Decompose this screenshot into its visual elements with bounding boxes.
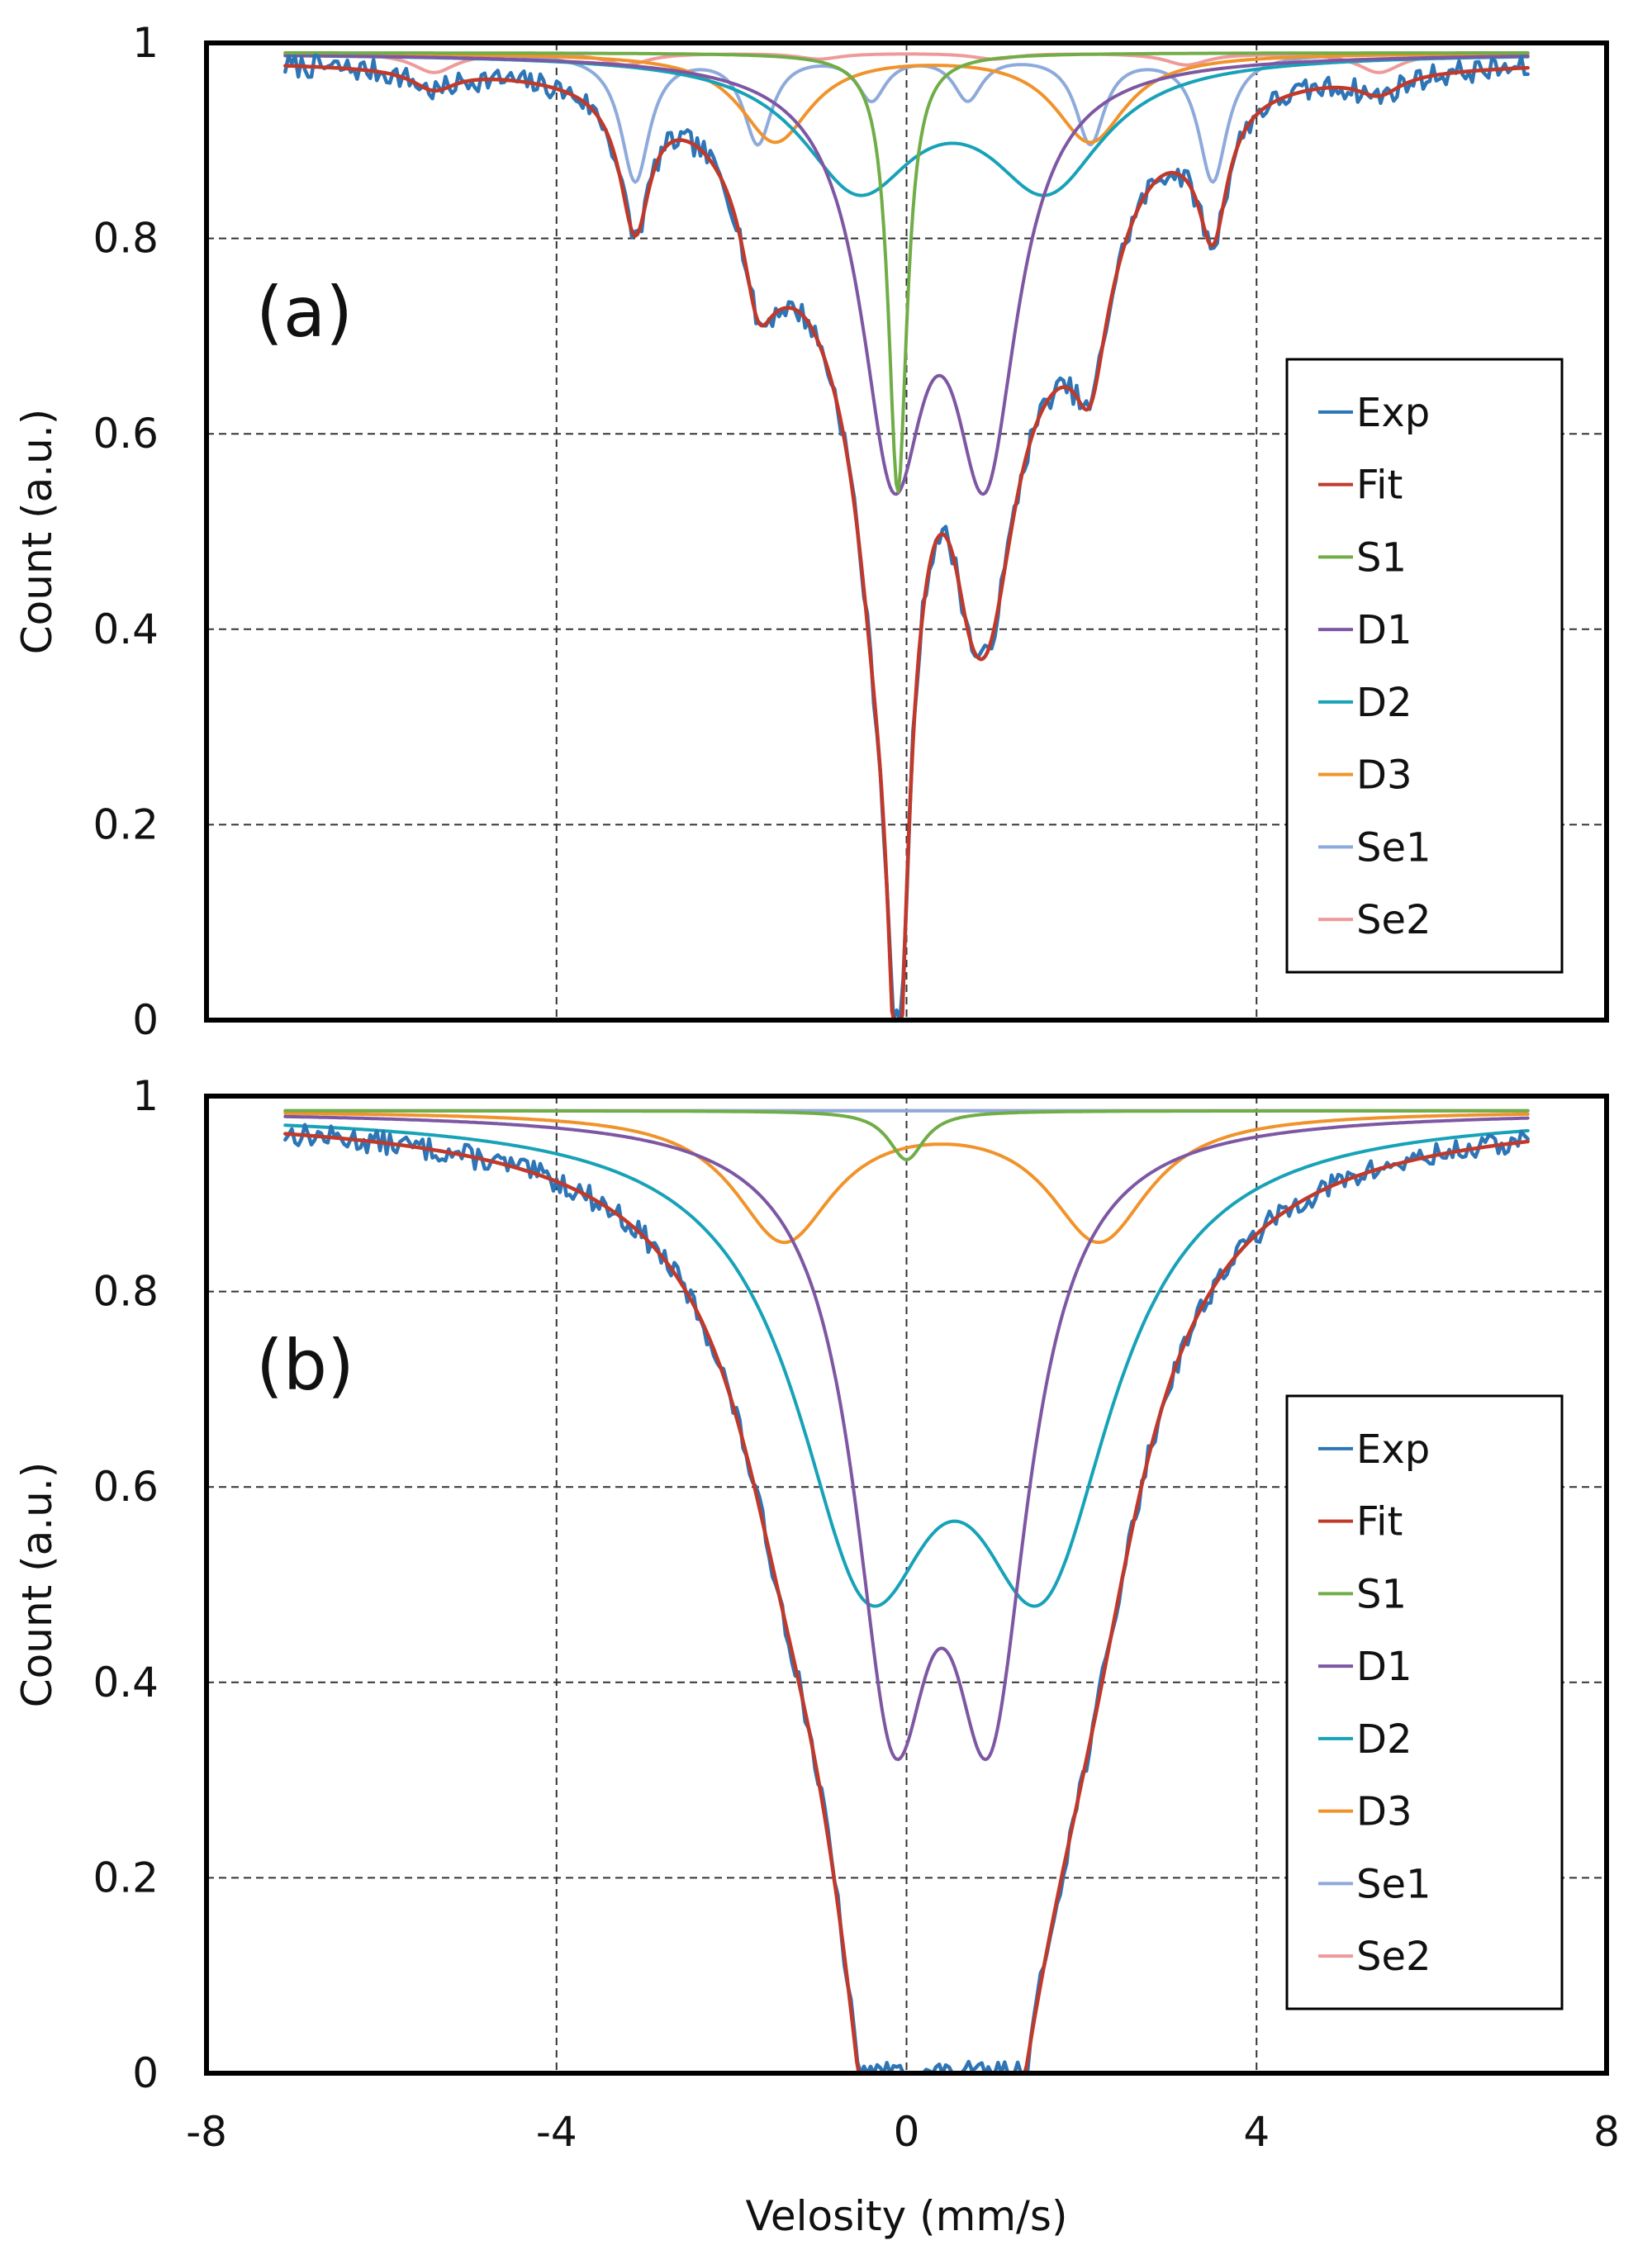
y-tick-label: 0.6 [93, 410, 159, 458]
legend-label-s1: S1 [1356, 534, 1407, 581]
y-axis-title: Count (a.u.) [13, 1462, 61, 1708]
y-tick-label: 0 [132, 2049, 159, 2097]
y-tick-label: 0.4 [93, 1659, 159, 1706]
plot-frame [204, 40, 1609, 1023]
y-axis-title: Count (a.u.) [13, 409, 61, 655]
x-tick-label: -4 [536, 2108, 577, 2156]
series-d1 [283, 1114, 1530, 1762]
plot-frame [204, 1094, 1609, 2076]
y-tick-label: 1 [132, 19, 159, 67]
legend-label-se1: Se1 [1356, 1861, 1431, 1907]
x-tick-label: 4 [1243, 2108, 1270, 2156]
legend-box [1285, 358, 1564, 974]
series-d3 [283, 1111, 1530, 1245]
legend-box [1285, 1394, 1564, 2010]
y-tick-label: 0.2 [93, 800, 159, 848]
x-axis-title: Velosity (mm/s) [746, 2192, 1068, 2240]
panel-label: (a) [256, 272, 353, 353]
legend-label-exp: Exp [1356, 1426, 1430, 1473]
panel-b: 0 0.2 0.4 0.6 0.8 1 -8 -4 0 4 8 Count (a.u.) (b) Exp F… [13, 1072, 1620, 2156]
series-d2 [283, 1123, 1530, 1608]
series-s1 [283, 51, 1530, 494]
y-tick-label: 0.6 [93, 1463, 159, 1511]
x-tick-label: -8 [186, 2108, 227, 2156]
legend: Exp Fit S1 D1 D2 D3 Se1 Se2 [1285, 1394, 1564, 2010]
legend-label-se1: Se1 [1356, 824, 1431, 871]
legend-label-d3: D3 [1356, 1789, 1412, 1835]
series-d1 [283, 54, 1530, 496]
legend-label-se2: Se2 [1356, 1934, 1431, 1980]
series-d3 [283, 52, 1530, 145]
series-s1 [283, 1108, 1530, 1161]
legend-label-d1: D1 [1356, 607, 1412, 653]
y-tick-label: 0.8 [93, 215, 159, 263]
legend-label-se2: Se2 [1356, 897, 1431, 943]
panel-label: (b) [256, 1325, 354, 1406]
panel-a: 0 0.2 0.4 0.6 0.8 1 Count (a.u.) (a) Exp Fit S1 D1 D… [13, 19, 1609, 1044]
series-fit [283, 64, 1530, 1023]
legend-label-d2: D2 [1356, 1716, 1412, 1763]
legend-label-d1: D1 [1356, 1644, 1412, 1690]
legend-label-d2: D2 [1356, 680, 1412, 726]
series-group [283, 51, 1530, 1023]
y-tick-label: 0.4 [93, 605, 159, 653]
legend-label-fit: Fit [1356, 1499, 1403, 1545]
y-tick-label: 0.2 [93, 1854, 159, 1901]
legend-label-fit: Fit [1356, 463, 1403, 509]
legend-label-exp: Exp [1356, 390, 1430, 436]
legend-label-s1: S1 [1356, 1571, 1407, 1617]
x-tick-label: 0 [894, 2108, 920, 2156]
y-tick-label: 1 [132, 1072, 159, 1120]
legend: Exp Fit S1 D1 D2 D3 Se1 Se2 [1285, 358, 1564, 974]
y-tick-label: 0.8 [93, 1268, 159, 1316]
x-tick-label: 8 [1593, 2108, 1620, 2156]
series-d2 [283, 54, 1530, 197]
legend-label-d3: D3 [1356, 752, 1412, 799]
y-tick-label: 0 [132, 996, 159, 1044]
